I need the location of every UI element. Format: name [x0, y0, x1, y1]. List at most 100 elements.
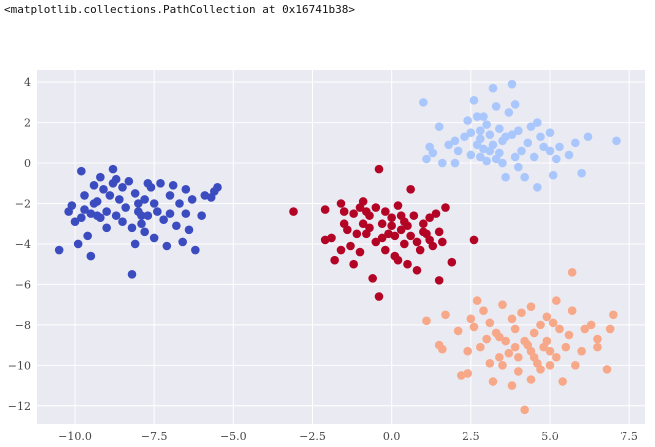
scatter-point: [479, 306, 488, 316]
scatter-point: [476, 342, 485, 352]
scatter-point: [526, 375, 536, 384]
scatter-point: [336, 199, 346, 208]
scatter-point: [536, 320, 545, 330]
scatter-point: [352, 229, 362, 239]
scatter-point: [577, 346, 586, 356]
scatter-point: [529, 152, 539, 162]
scatter-point: [498, 158, 507, 168]
scatter-point: [419, 219, 428, 229]
scatter-point: [434, 227, 444, 237]
x-tick-label: −2.5: [299, 430, 326, 443]
scatter-point: [510, 324, 520, 334]
scatter-point: [469, 322, 479, 332]
scatter-point: [438, 237, 447, 247]
scatter-point: [165, 209, 175, 218]
scatter-point: [412, 265, 422, 275]
scatter-point: [80, 191, 89, 200]
scatter-point: [73, 239, 83, 249]
scatter-series-2: [289, 164, 479, 301]
scatter-point: [96, 213, 105, 222]
scatter-point: [140, 227, 149, 237]
scatter-point: [393, 255, 403, 265]
scatter-point: [197, 211, 206, 220]
y-tick-label: 2: [24, 117, 31, 130]
scatter-point: [330, 255, 339, 265]
scatter-point: [520, 405, 529, 415]
scatter-series-4: [422, 267, 618, 415]
scatter-point: [555, 324, 564, 334]
scatter-point: [118, 183, 127, 192]
scatter-point: [118, 217, 127, 227]
scatter-point: [425, 213, 434, 222]
scatter-point: [115, 195, 124, 204]
scatter-point: [349, 209, 358, 218]
scatter-point: [514, 162, 523, 172]
scatter-point: [564, 330, 574, 340]
scatter-point: [153, 207, 162, 216]
scatter-point: [419, 227, 428, 237]
y-tick-label: −2: [15, 198, 31, 211]
scatter-point: [387, 213, 396, 222]
scatter-point: [137, 219, 146, 229]
scatter-point: [472, 296, 482, 305]
scatter-point: [409, 211, 419, 220]
scatter-point: [127, 270, 137, 279]
scatter-point: [482, 120, 491, 129]
scatter-point: [181, 209, 191, 218]
scatter-point: [555, 142, 564, 152]
scatter-point: [602, 365, 612, 374]
scatter-point: [533, 118, 542, 127]
scatter-point: [346, 241, 355, 251]
scatter-point: [453, 146, 463, 156]
scatter-point: [365, 223, 374, 233]
scatter-point: [466, 128, 476, 138]
scatter-point: [396, 225, 406, 235]
scatter-point: [377, 219, 387, 229]
scatter-point: [444, 140, 453, 150]
y-tick-label: 0: [24, 157, 31, 170]
scatter-point: [403, 259, 412, 269]
scatter-point: [374, 164, 384, 174]
scatter-point: [545, 346, 555, 356]
scatter-point: [396, 211, 406, 220]
scatter-point: [507, 79, 517, 89]
scatter-point: [520, 172, 529, 182]
y-tick-label: −8: [15, 319, 31, 332]
scatter-point: [102, 223, 111, 233]
scatter-point: [149, 233, 159, 243]
scatter-point: [466, 314, 476, 324]
scatter-point: [447, 257, 457, 267]
scatter-point: [552, 352, 561, 362]
scatter-point: [89, 181, 99, 190]
scatter-point: [476, 126, 485, 135]
scatter-point: [463, 369, 472, 378]
scatter-point: [498, 300, 507, 309]
scatter-point: [564, 150, 574, 160]
scatter-point: [127, 223, 137, 233]
scatter-point: [453, 326, 463, 336]
scatter-point: [441, 203, 450, 212]
scatter-point: [479, 112, 488, 121]
scatter-series-1: [54, 164, 222, 279]
scatter-point: [552, 154, 561, 164]
scatter-point: [469, 235, 479, 245]
scatter-point: [498, 361, 507, 370]
scatter-point: [482, 334, 491, 344]
scatter-point: [80, 205, 89, 214]
x-tick-label: −5.0: [220, 430, 247, 443]
scatter-point: [561, 342, 571, 352]
scatter-point: [168, 181, 178, 190]
scatter-point: [406, 185, 415, 194]
scatter-point: [390, 231, 400, 241]
scatter-point: [469, 96, 479, 105]
x-tick-label: −7.5: [141, 430, 168, 443]
scatter-point: [542, 336, 552, 346]
x-tick-label: 7.5: [620, 430, 638, 443]
scatter-point: [495, 352, 504, 362]
scatter-point: [336, 245, 346, 255]
scatter-point: [121, 203, 130, 212]
y-tick-label: −10: [8, 359, 31, 372]
scatter-point: [510, 100, 520, 109]
scatter-point: [422, 316, 431, 326]
